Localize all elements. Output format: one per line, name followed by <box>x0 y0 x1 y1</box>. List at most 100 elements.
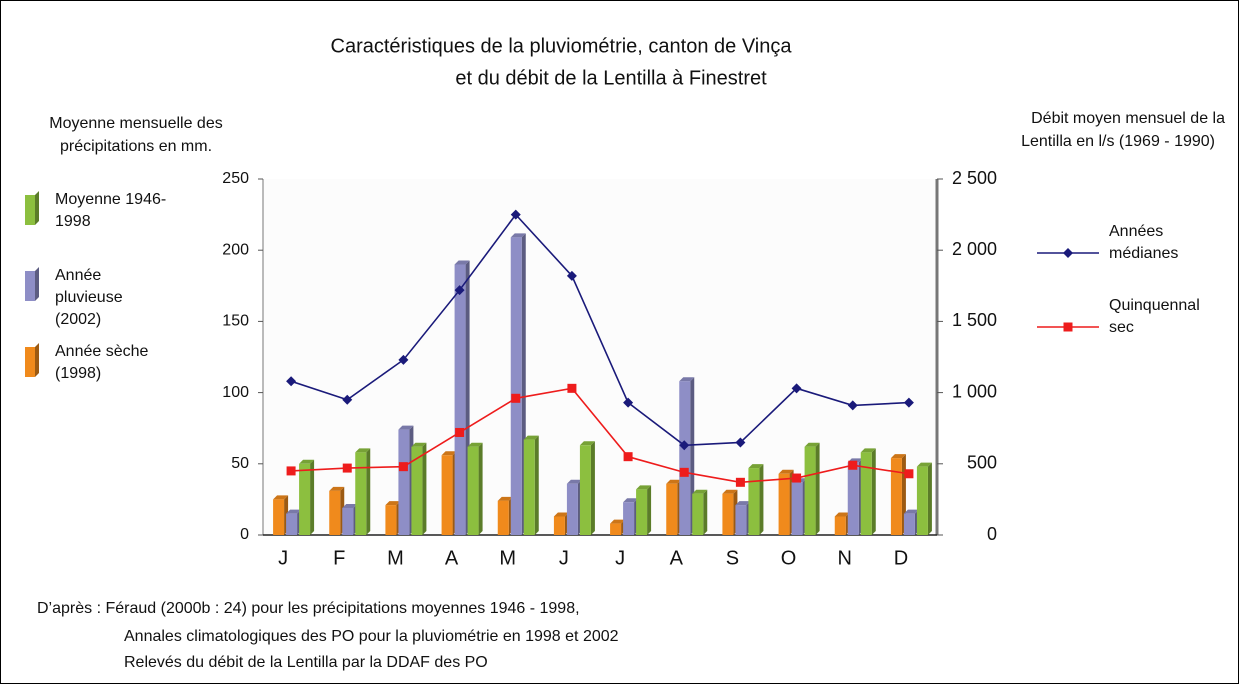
y-tick-label: 50 <box>231 455 249 472</box>
y-tick-label: 200 <box>222 241 249 258</box>
bar <box>735 505 747 535</box>
bar <box>454 264 466 535</box>
bar-top <box>860 448 876 453</box>
bar-top <box>636 485 652 490</box>
bar-side <box>310 459 315 535</box>
source-note: D’après : Féraud (2000b : 24) pour les p… <box>37 600 580 617</box>
x-tick-label: N <box>838 547 852 569</box>
x-tick-label: J <box>559 547 569 569</box>
bar-top <box>566 479 582 484</box>
bar <box>329 490 341 535</box>
bar <box>286 513 298 535</box>
bar-top <box>623 498 639 503</box>
y2-tick-label: 0 <box>987 524 997 544</box>
bar-top <box>834 512 850 517</box>
x-tick-label: M <box>499 547 516 569</box>
bar <box>791 482 803 535</box>
marker <box>454 285 465 296</box>
marker <box>679 440 690 451</box>
bar-top <box>553 512 569 517</box>
bar-top <box>497 496 513 501</box>
bar <box>398 429 410 535</box>
bar-side <box>647 485 652 535</box>
bar-top <box>342 503 358 508</box>
bar <box>903 513 915 535</box>
x-tick-label: J <box>278 547 288 569</box>
bar-top <box>722 489 738 494</box>
marker <box>623 397 634 408</box>
y-axis-label: précipitations en mm. <box>60 138 212 155</box>
bar <box>834 516 846 535</box>
marker <box>567 383 577 393</box>
bar-top <box>804 442 820 447</box>
bar <box>748 468 760 535</box>
marker <box>398 354 409 365</box>
x-tick-label: F <box>333 547 345 569</box>
x-tick-label: A <box>670 547 684 569</box>
bar <box>610 523 622 535</box>
bar-side <box>478 442 483 535</box>
bar-top <box>523 435 539 440</box>
marker <box>847 400 858 411</box>
legend-marker <box>1063 322 1073 332</box>
bar <box>579 445 591 535</box>
bar-side <box>422 442 427 535</box>
legend-marker <box>1063 248 1073 258</box>
bar-top <box>299 459 315 464</box>
bar-top <box>778 469 794 474</box>
bar <box>342 507 354 535</box>
marker <box>848 460 858 470</box>
bar <box>467 446 479 535</box>
source-note: Relevés du débit de la Lentilla par la D… <box>124 654 488 671</box>
x-tick-label: J <box>615 547 625 569</box>
bar-top <box>890 454 906 459</box>
bar-top <box>355 448 371 453</box>
legend-swatch <box>25 271 35 301</box>
y-tick-label: 250 <box>222 170 249 187</box>
marker <box>455 427 465 437</box>
bar-side <box>927 462 932 535</box>
marker <box>904 469 914 479</box>
legend-swatch-side <box>35 343 39 377</box>
legend-swatch-side <box>35 267 39 301</box>
y-axis-label: Moyenne mensuelle des <box>49 115 222 132</box>
bar-top <box>903 509 919 514</box>
bar-top <box>679 377 695 382</box>
marker <box>286 376 297 387</box>
bar <box>299 463 311 535</box>
bar <box>355 452 367 535</box>
marker <box>791 383 802 394</box>
bar-top <box>510 233 526 238</box>
bar-top <box>735 501 751 506</box>
x-tick-label: M <box>387 547 404 569</box>
legend-swatch <box>25 347 35 377</box>
bar-top <box>286 509 302 514</box>
x-tick-label: A <box>445 547 459 569</box>
y2-tick-label: 2 000 <box>952 239 997 259</box>
bar <box>411 446 423 535</box>
bar-top <box>610 519 626 524</box>
bar <box>916 466 928 535</box>
line-series <box>290 213 909 447</box>
bar <box>692 493 704 535</box>
bar-top <box>385 501 401 506</box>
y-tick-label: 100 <box>222 384 249 401</box>
x-tick-label: S <box>726 547 739 569</box>
legend-label: Année pluvieuse (2002) <box>55 267 123 328</box>
bar-top <box>666 479 682 484</box>
source-note: Annales climatologiques des PO pour la p… <box>124 628 619 645</box>
bar-side <box>871 448 876 535</box>
bar <box>860 452 872 535</box>
chart-title: Caractéristiques de la pluviométrie, can… <box>331 35 793 57</box>
marker <box>735 437 746 448</box>
bar-top <box>454 260 470 265</box>
y2-tick-label: 500 <box>967 453 997 473</box>
bar <box>890 458 902 535</box>
bar <box>441 455 453 535</box>
legend-label: Moyenne 1946-1998 <box>55 191 167 230</box>
bar-side <box>366 448 371 535</box>
bar <box>722 493 734 535</box>
marker <box>342 394 353 405</box>
bar <box>385 505 397 535</box>
